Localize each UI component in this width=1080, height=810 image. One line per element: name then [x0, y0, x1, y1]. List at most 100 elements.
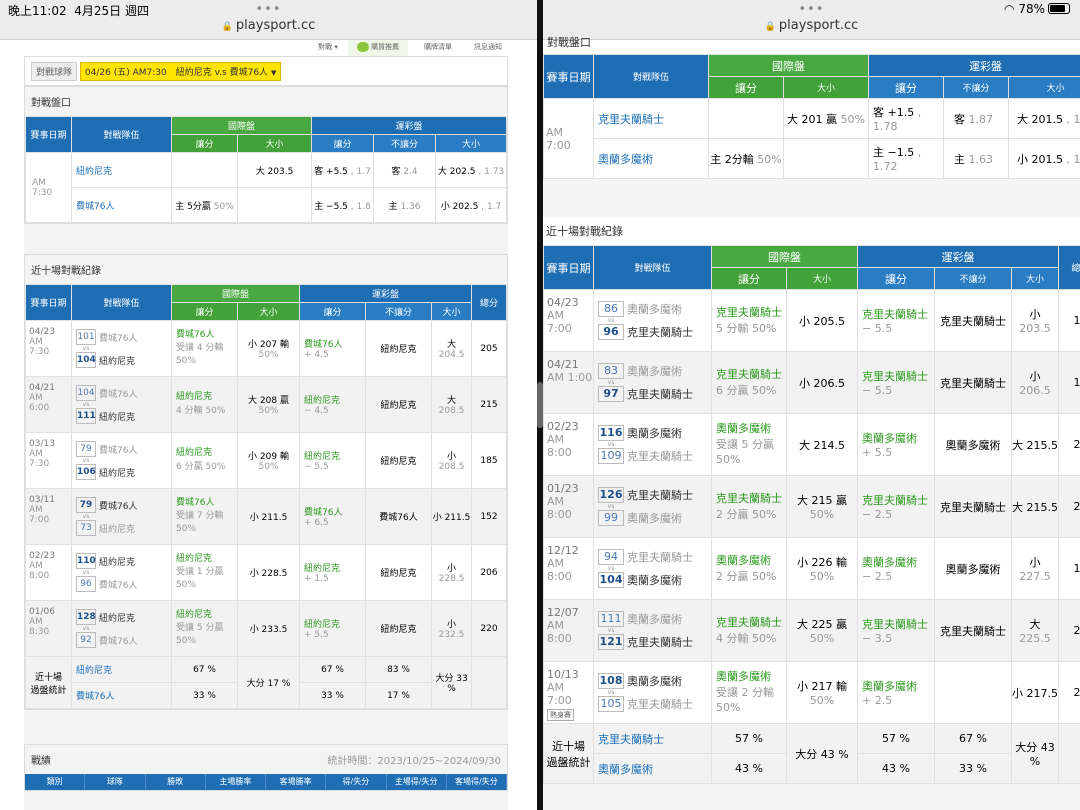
matchup: 126 克里夫蘭騎士 vs 99 奧蘭多魔術 [593, 475, 712, 538]
team-name[interactable]: 紐約尼克 [99, 412, 136, 423]
team-name[interactable]: 紐約尼克 [99, 557, 136, 568]
team-link[interactable]: 費城76人 [71, 682, 172, 709]
ou-pct: 50% [258, 406, 279, 416]
team-name[interactable]: 克里夫蘭騎士 [627, 551, 693, 564]
team-name[interactable]: 紐約尼克 [99, 356, 136, 367]
odds-table: 賽事日期 對戰隊伍 國際盤 運彩盤 讓分 大小 讓分 不讓分 大小 AM 7:30 紐約尼克大… [25, 116, 507, 223]
team-link[interactable]: 奧蘭多魔術 [593, 753, 712, 784]
team-name[interactable]: 費城76人 [99, 333, 138, 344]
team-name[interactable]: 奧蘭多魔術 [627, 512, 682, 525]
sport-line: − 4.5 [304, 406, 329, 416]
matchup: 86 奧蘭多魔術 vs 96 克里夫蘭騎士 [593, 289, 712, 352]
sport-spread: 紐約尼克 + 1.5 [299, 544, 367, 601]
team-line: 116 奧蘭多魔術 [598, 425, 711, 441]
team-name[interactable]: 費城76人 [99, 636, 138, 647]
team-name[interactable]: 奧蘭多魔術 [627, 675, 682, 688]
team-score: 104 [598, 572, 624, 588]
game-date: 12/12 AM 8:00 [543, 537, 594, 600]
vs-label: vs [607, 441, 615, 448]
team-name[interactable]: 奧蘭多魔術 [627, 365, 682, 378]
stat-cell [1058, 723, 1080, 784]
team-link[interactable]: 奧蘭多魔術 [593, 138, 709, 179]
col-spread: 讓分 [171, 302, 238, 321]
col-date: 賽事日期 [543, 245, 594, 290]
stats-row: 近十場 過盤統計 克里夫蘭騎士 57 % 大分 43 % 57 % 67 % 大分 43 % [543, 723, 1080, 784]
ou-pct: 50% [809, 632, 835, 645]
sport-team: 紐約尼克 [304, 564, 341, 574]
game-date: 04/23 AM 7:00 [543, 289, 594, 352]
sport-nospread: 紐約尼克 [365, 376, 433, 433]
team-name[interactable]: 費城76人 [99, 580, 138, 591]
record-col: 類別 [25, 774, 86, 790]
match-dropdown[interactable]: 04/26 (五) AM7:30 紐約尼克 v.s 費城76人 ▼ [79, 62, 282, 81]
ou-line: 208.5 [438, 462, 465, 472]
team-name[interactable]: 克里夫蘭騎士 [627, 326, 693, 339]
table-row: 02/23 AM 8:00 116 奧蘭多魔術 vs 109 克里夫蘭騎士 奧蘭多魔術 受讓 5… [543, 413, 1080, 476]
team-link[interactable]: 費城76人 [71, 187, 172, 223]
total-score: 18 [1058, 289, 1080, 352]
sport-nospread: 紐約尼克 [365, 432, 433, 489]
intl-team: 紐約尼克 [176, 448, 213, 459]
stat-cell: 大分 17 % [236, 656, 301, 709]
sport-team: 奧蘭多魔術 [862, 556, 917, 569]
matchup: 111 奧蘭多魔術 vs 121 克里夫蘭騎士 [593, 599, 712, 662]
sport-team: 克里夫蘭騎士 [862, 308, 928, 321]
split-handle[interactable] [537, 382, 543, 428]
right-multitask-dots[interactable]: ••• [798, 2, 825, 17]
intl-ou: 小 209 輸 50% [236, 432, 301, 489]
team-name[interactable]: 奧蘭多魔術 [627, 427, 682, 440]
ou-result: 小 226 輸 [797, 556, 847, 569]
odds-title: 對戰盤口 [25, 87, 507, 116]
left-multitask-dots[interactable]: ••• [255, 2, 282, 17]
team-name[interactable]: 克里夫蘭騎士 [627, 388, 693, 401]
team-name[interactable]: 費城76人 [99, 445, 138, 456]
team-name[interactable]: 紐約尼克 [99, 613, 136, 624]
record-col: 勝敗 [146, 774, 206, 790]
team-name[interactable]: 費城76人 [99, 501, 138, 512]
ou-result: 小 233.5 [249, 625, 288, 635]
col-total: 總分 [1058, 245, 1080, 290]
record-title: 戰績 [31, 756, 51, 767]
team-name[interactable]: 克里夫蘭騎士 [627, 636, 693, 649]
team-name[interactable]: 克里夫蘭騎士 [627, 450, 693, 463]
sport-line: + 1.5 [304, 574, 329, 584]
team-link[interactable]: 克里夫蘭騎士 [593, 723, 712, 754]
team-line: 111 奧蘭多魔術 [598, 611, 711, 627]
odds-row: AM 7:00 克里夫蘭騎士 大 201 贏 50% 客 +1.5 , 1.78… [543, 98, 1080, 179]
stat-cell: 33 % [934, 753, 1012, 784]
team-link[interactable]: 紐約尼克 [71, 656, 172, 683]
nav-item[interactable]: 對戰 ▾ [318, 43, 338, 51]
match-selector-bar: 對戰球隊 04/26 (五) AM7:30 紐約尼克 v.s 費城76人 ▼ [24, 56, 508, 86]
team-name[interactable]: 紐約尼克 [99, 468, 136, 479]
stat-cell: 57 % [711, 723, 787, 754]
team-name[interactable]: 奧蘭多魔術 [627, 303, 682, 316]
team-link[interactable]: 克里夫蘭騎士 [593, 98, 709, 139]
team-line: 104 費城76人 [76, 385, 171, 401]
intl-ou: 大 214.5 [786, 413, 858, 476]
matchup: 83 奧蘭多魔術 vs 97 克里夫蘭騎士 [593, 351, 712, 414]
team-name[interactable]: 紐約尼克 [99, 524, 136, 535]
nav-item[interactable]: 購買推薦 [348, 40, 408, 56]
matchup: 104 費城76人 vs 111 紐約尼克 [71, 376, 172, 433]
team-name[interactable]: 克里夫蘭騎士 [627, 698, 693, 711]
sport-ou: 小 203.5 [1010, 289, 1060, 352]
date-time: AM 8:30 [29, 617, 50, 637]
odds-row: 費城76人 主 5分贏 50% 主 −5.5 , 1.8 主 1.36 小 20… [26, 187, 507, 223]
vs-label: vs [607, 503, 615, 510]
col-intl: 國際盤 [170, 284, 301, 303]
team-link[interactable]: 紐約尼克 [71, 152, 172, 188]
nav-item[interactable]: 訊息通知 [474, 43, 502, 51]
team-name[interactable]: 費城76人 [99, 389, 138, 400]
intl-result: 受讓 5 分贏 [716, 437, 774, 451]
sport-line: − 3.5 [862, 632, 893, 645]
intl-ou: 小 226 輸 50% [786, 537, 858, 600]
right-url-field[interactable]: 🔒 playsport.cc [764, 18, 859, 33]
stat-cell: 67 % [171, 656, 238, 683]
team-name[interactable]: 克里夫蘭騎士 [627, 489, 693, 502]
nav-item[interactable]: 購牌清單 [424, 43, 452, 51]
left-url-field[interactable]: 🔒 playsport.cc [221, 18, 316, 33]
sport-spread: 紐約尼克 − 5.5 [299, 432, 367, 489]
stat-cell: 大分 43 % [786, 723, 858, 784]
team-name[interactable]: 奧蘭多魔術 [627, 613, 682, 626]
team-name[interactable]: 奧蘭多魔術 [627, 574, 682, 587]
